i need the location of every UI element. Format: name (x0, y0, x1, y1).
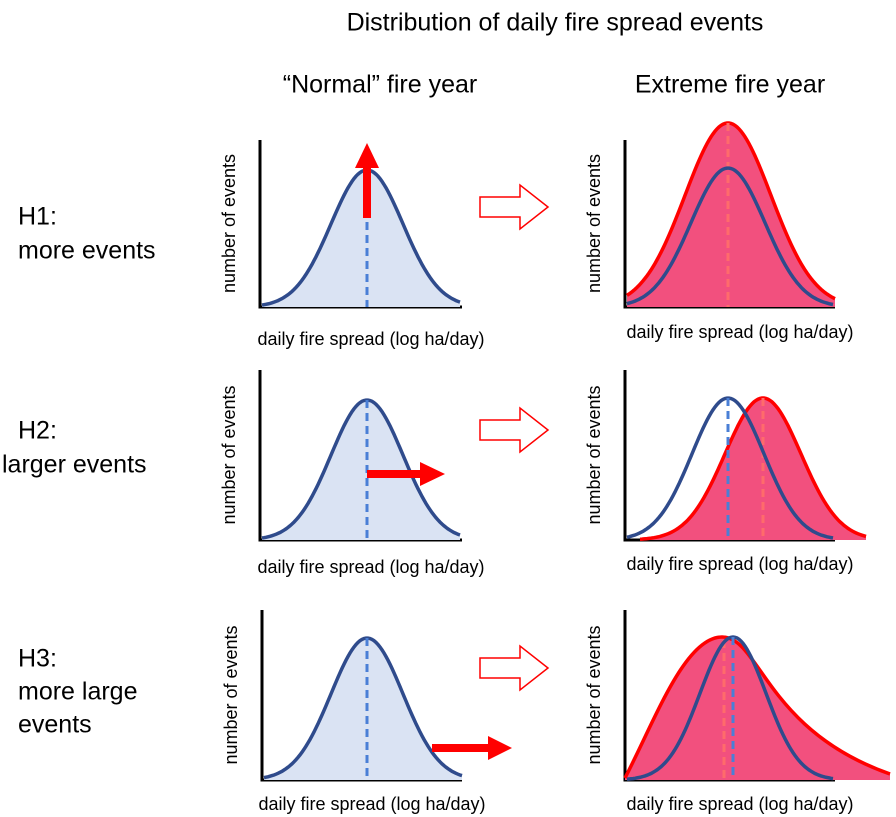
row-id: H1: (18, 203, 57, 231)
shift-arrow-head (488, 736, 512, 760)
column-header: Extreme fire year (635, 71, 825, 99)
row-label: more events (18, 237, 156, 265)
baseline-curve (626, 635, 834, 781)
x-axis-label: daily fire spread (log ha/day) (626, 554, 853, 574)
extreme-curve (639, 396, 867, 541)
distribution-curve (261, 398, 461, 540)
title: Distribution of daily fire spread events (347, 9, 764, 37)
row-label: events (18, 711, 92, 739)
column-header: “Normal” fire year (283, 71, 477, 99)
distribution-fill (262, 400, 460, 540)
shift-arrow-head (355, 143, 379, 168)
x-axis-label: daily fire spread (log ha/day) (257, 329, 484, 349)
y-axis-label: number of events (584, 154, 604, 293)
extreme-curve (623, 635, 891, 779)
x-axis-label: daily fire spread (log ha/day) (626, 794, 853, 814)
extreme-fill (625, 637, 890, 780)
transition-arrow (479, 644, 550, 692)
y-axis-label: number of events (219, 385, 239, 524)
row-label: more large (18, 678, 138, 706)
x-axis-label: daily fire spread (log ha/day) (626, 322, 853, 342)
row-id: H2: (18, 417, 57, 445)
baseline-curve (626, 166, 834, 307)
distribution-curve (263, 636, 463, 780)
y-axis-label: number of events (219, 154, 239, 293)
transition-arrow (479, 183, 550, 231)
row-id: H3: (18, 645, 57, 673)
distribution-curve (261, 168, 461, 307)
extreme-fill (640, 398, 866, 540)
distribution-fill (264, 638, 462, 780)
distribution-fill (262, 170, 460, 307)
y-axis-label: number of events (584, 385, 604, 524)
extreme-curve (626, 121, 836, 301)
extreme-fill (627, 123, 835, 307)
x-axis-label: daily fire spread (log ha/day) (257, 557, 484, 577)
row-label: larger events (2, 451, 147, 479)
x-axis-label: daily fire spread (log ha/day) (258, 794, 485, 814)
shift-arrow-head (420, 462, 445, 486)
baseline-curve (626, 396, 834, 540)
y-axis-label: number of events (221, 625, 241, 764)
transition-arrow (479, 406, 550, 454)
y-axis-label: number of events (584, 625, 604, 764)
